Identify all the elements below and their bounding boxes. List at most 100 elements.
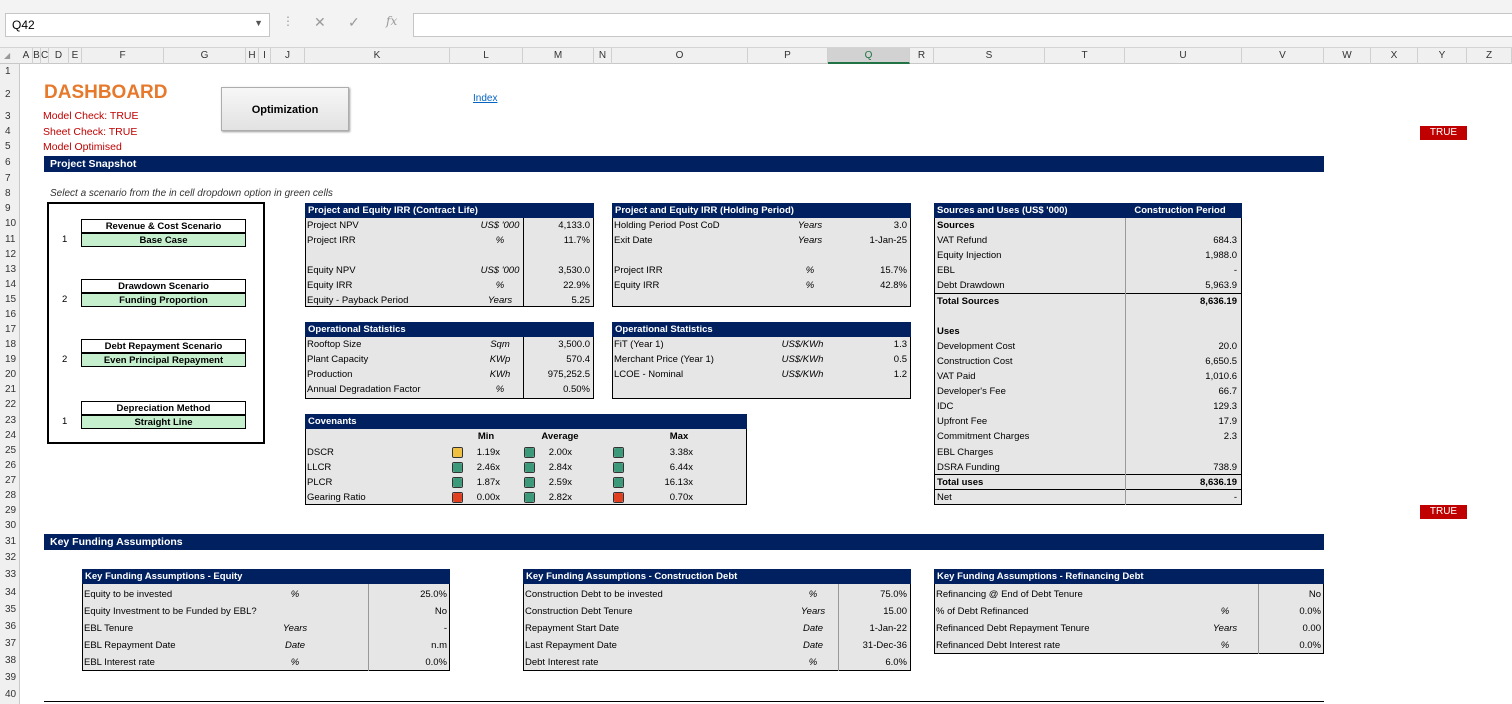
assumption-value[interactable]: No: [434, 606, 447, 617]
row-header-33[interactable]: 33: [5, 569, 17, 580]
assumption-value[interactable]: 0.00: [1302, 623, 1322, 634]
scenario-dropdown[interactable]: Straight Line: [81, 415, 246, 429]
row-header-40[interactable]: 40: [5, 689, 17, 700]
chevron-down-icon[interactable]: ▼: [254, 18, 263, 28]
row-header-31[interactable]: 31: [5, 536, 17, 547]
column-header-c[interactable]: C: [41, 48, 49, 64]
row-header-19[interactable]: 19: [5, 354, 17, 365]
row-header-6[interactable]: 6: [5, 157, 11, 168]
row-header-26[interactable]: 26: [5, 460, 17, 471]
row-header-27[interactable]: 27: [5, 475, 17, 486]
column-header-t[interactable]: T: [1045, 48, 1125, 64]
column-header-f[interactable]: F: [82, 48, 164, 64]
scenario-dropdown[interactable]: Funding Proportion: [81, 293, 246, 307]
column-header-z[interactable]: Z: [1467, 48, 1512, 64]
covenant-min: 1.19x: [476, 447, 500, 458]
assumption-value[interactable]: 25.0%: [420, 589, 447, 600]
row-header-12[interactable]: 12: [5, 249, 17, 260]
row-header-13[interactable]: 13: [5, 264, 17, 275]
row-header-15[interactable]: 15: [5, 294, 17, 305]
row-header-9[interactable]: 9: [5, 203, 11, 214]
assumption-value[interactable]: 15.00: [883, 606, 907, 617]
row-header-3[interactable]: 3: [5, 111, 11, 122]
column-header-x[interactable]: X: [1371, 48, 1418, 64]
assumption-value[interactable]: 0.0%: [1299, 606, 1321, 617]
column-header-i[interactable]: I: [259, 48, 271, 64]
row-header-29[interactable]: 29: [5, 505, 17, 516]
row-header-2[interactable]: 2: [5, 89, 11, 100]
assumption-value[interactable]: 6.0%: [885, 657, 907, 668]
column-header-r[interactable]: R: [910, 48, 934, 64]
covenant-label: PLCR: [307, 477, 333, 488]
column-header-o[interactable]: O: [612, 48, 748, 64]
column-header-h[interactable]: H: [246, 48, 259, 64]
cancel-icon[interactable]: ✕: [314, 14, 326, 30]
name-box[interactable]: Q42 ▼: [5, 13, 270, 37]
column-header-b[interactable]: B: [33, 48, 41, 64]
row-header-8[interactable]: 8: [5, 188, 11, 199]
column-header-n[interactable]: N: [594, 48, 612, 64]
row-header-35[interactable]: 35: [5, 604, 17, 615]
optimization-button[interactable]: Optimization: [221, 87, 349, 131]
row-header-38[interactable]: 38: [5, 655, 17, 666]
assumption-value[interactable]: -: [443, 623, 447, 634]
row-header-16[interactable]: 16: [5, 309, 17, 320]
row-header-30[interactable]: 30: [5, 520, 17, 531]
row-header-20[interactable]: 20: [5, 369, 17, 380]
row-header-39[interactable]: 39: [5, 672, 17, 683]
row-header-7[interactable]: 7: [5, 173, 11, 184]
sources-uses-label: Commitment Charges: [937, 431, 1030, 443]
row-header-5[interactable]: 5: [5, 141, 11, 152]
assumption-value[interactable]: 0.0%: [425, 657, 447, 668]
column-header-w[interactable]: W: [1324, 48, 1371, 64]
enter-icon[interactable]: ✓: [348, 14, 360, 30]
assumption-value[interactable]: 75.0%: [880, 589, 907, 600]
column-header-u[interactable]: U: [1125, 48, 1242, 64]
assumption-value[interactable]: 0.0%: [1299, 640, 1321, 651]
row-header-4[interactable]: 4: [5, 126, 11, 137]
scenario-dropdown[interactable]: Base Case: [81, 233, 246, 247]
row-header-37[interactable]: 37: [5, 638, 17, 649]
scenario-dropdown[interactable]: Even Principal Repayment: [81, 353, 246, 367]
row-header-11[interactable]: 11: [5, 234, 16, 245]
sources-uses-label: VAT Refund: [937, 235, 988, 247]
column-header-d[interactable]: D: [49, 48, 69, 64]
column-header-s[interactable]: S: [934, 48, 1045, 64]
row-header-24[interactable]: 24: [5, 430, 17, 441]
column-header-e[interactable]: E: [69, 48, 82, 64]
row-header-21[interactable]: 21: [5, 384, 17, 395]
column-header-q[interactable]: Q: [828, 48, 910, 64]
row-header-22[interactable]: 22: [5, 399, 17, 410]
row-header-10[interactable]: 10: [5, 218, 17, 229]
assumption-unit: Date: [284, 640, 306, 651]
index-link[interactable]: Index: [473, 93, 498, 104]
covenant-min: 0.00x: [476, 492, 500, 503]
row-header-23[interactable]: 23: [5, 415, 17, 426]
column-header-l[interactable]: L: [450, 48, 523, 64]
row-header-32[interactable]: 32: [5, 552, 17, 563]
column-header-y[interactable]: Y: [1418, 48, 1467, 64]
formula-input[interactable]: [413, 13, 1512, 37]
column-header-k[interactable]: K: [305, 48, 450, 64]
row-header-34[interactable]: 34: [5, 587, 17, 598]
column-header-a[interactable]: A: [20, 48, 33, 64]
assumption-value[interactable]: 31-Dec-36: [862, 640, 907, 651]
column-header-v[interactable]: V: [1242, 48, 1324, 64]
row-header-28[interactable]: 28: [5, 490, 17, 501]
column-header-j[interactable]: J: [271, 48, 305, 64]
assumption-value[interactable]: n.m: [431, 640, 447, 651]
select-all-icon[interactable]: ◢: [4, 51, 11, 60]
column-header-p[interactable]: P: [748, 48, 828, 64]
row-header-18[interactable]: 18: [5, 339, 17, 350]
assumption-label: Debt Interest rate: [525, 657, 599, 668]
row-header-1[interactable]: 1: [5, 66, 11, 77]
row-header-36[interactable]: 36: [5, 621, 17, 632]
row-header-14[interactable]: 14: [5, 279, 17, 290]
column-header-m[interactable]: M: [523, 48, 594, 64]
insert-function-icon[interactable]: fx: [386, 14, 398, 28]
row-header-25[interactable]: 25: [5, 445, 17, 456]
assumption-value[interactable]: 1-Jan-22: [869, 623, 908, 634]
row-header-17[interactable]: 17: [5, 324, 17, 335]
assumption-value[interactable]: No: [1308, 589, 1321, 600]
column-header-g[interactable]: G: [164, 48, 246, 64]
